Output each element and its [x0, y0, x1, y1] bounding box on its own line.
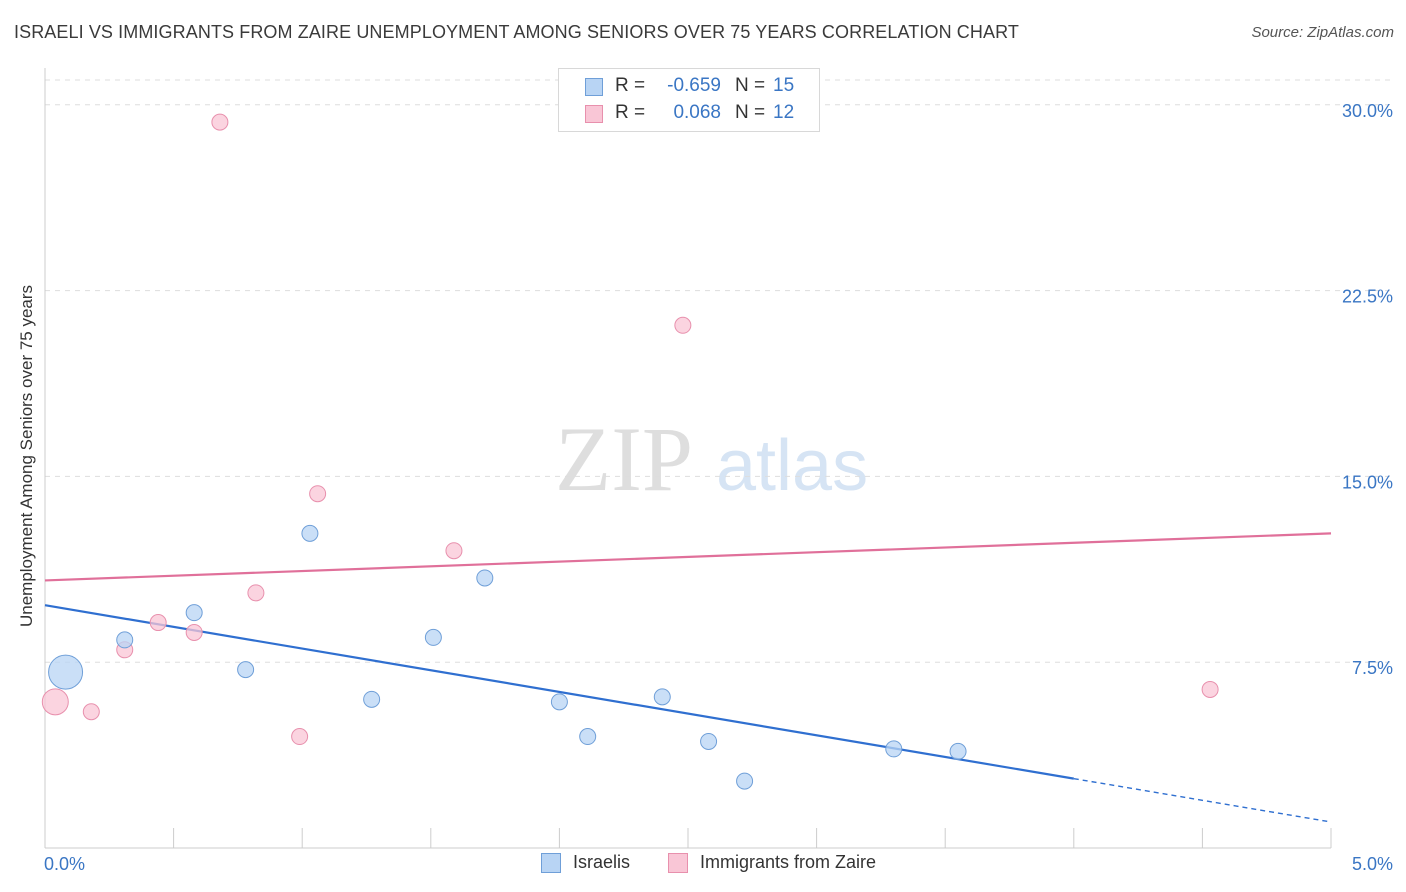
r-value-israelis: -0.659	[667, 75, 721, 96]
data-point-israelis	[185, 604, 203, 622]
data-point-israelis	[885, 740, 903, 758]
watermark-atlas: atlas	[716, 426, 868, 506]
y-axis-label: Unemployment Among Seniors over 75 years	[17, 284, 36, 628]
data-point-israelis	[653, 688, 671, 706]
n-label: N =	[735, 102, 766, 123]
data-point-israelis	[476, 569, 494, 587]
data-point-zaire	[149, 614, 167, 632]
data-point-israelis	[700, 732, 718, 750]
r-label: R =	[615, 75, 646, 96]
data-point-israelis	[550, 693, 568, 711]
data-point-israelis	[949, 742, 967, 760]
data-point-israelis	[237, 661, 255, 679]
data-point-zaire	[309, 485, 327, 503]
x-tick-label: 5.0%	[1352, 854, 1393, 874]
data-point-zaire	[247, 584, 265, 602]
n-label: N =	[735, 75, 766, 96]
r-label: R =	[615, 102, 646, 123]
israelis-legend-label: Israelis	[573, 852, 631, 872]
israelis-swatch	[585, 78, 603, 96]
data-point-zaire	[674, 316, 692, 334]
correlation-legend: R = -0.659 N = 15 R = 0.068 N = 12	[558, 68, 820, 132]
data-point-israelis	[736, 772, 754, 790]
trend-line-israelis-extension	[1073, 777, 1332, 823]
zaire-legend-swatch	[668, 853, 688, 873]
data-point-israelis	[48, 654, 84, 690]
trend-line-israelis	[44, 604, 1074, 780]
n-value-zaire: 12	[773, 102, 795, 123]
israelis-legend-swatch	[541, 853, 561, 873]
chart-title: ISRAELI VS IMMIGRANTS FROM ZAIRE UNEMPLO…	[14, 22, 1019, 42]
data-point-israelis	[424, 628, 442, 646]
data-point-zaire	[211, 113, 229, 131]
data-point-zaire	[185, 623, 203, 641]
x-tick-label: 0.0%	[44, 854, 85, 874]
trend-line-zaire	[44, 532, 1332, 582]
n-value-israelis: 15	[773, 75, 795, 96]
r-value-zaire: 0.068	[673, 102, 721, 123]
data-point-zaire	[82, 703, 100, 721]
data-point-zaire	[291, 728, 309, 746]
zaire-swatch	[585, 105, 603, 123]
zaire-legend-label: Immigrants from Zaire	[700, 852, 877, 872]
data-point-zaire	[445, 542, 463, 560]
source-label: Source: ZipAtlas.com	[1251, 24, 1394, 41]
data-point-zaire	[1201, 680, 1219, 698]
data-point-israelis	[116, 631, 134, 649]
data-point-israelis	[301, 524, 319, 542]
data-point-israelis	[363, 690, 381, 708]
data-point-israelis	[579, 728, 597, 746]
y-tick-label: 15.0%	[1342, 472, 1393, 492]
watermark-zip: ZIP	[555, 408, 693, 510]
y-tick-label: 30.0%	[1342, 101, 1393, 121]
y-tick-label: 7.5%	[1352, 658, 1393, 678]
y-tick-label: 22.5%	[1342, 287, 1393, 307]
data-point-zaire	[41, 688, 69, 716]
